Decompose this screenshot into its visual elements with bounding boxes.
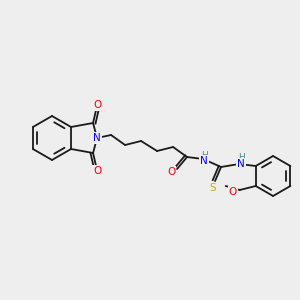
Text: N: N: [237, 159, 245, 169]
Text: H: H: [238, 154, 244, 163]
Text: N: N: [93, 133, 101, 143]
Text: O: O: [93, 166, 101, 176]
Text: N: N: [200, 156, 208, 166]
Text: O: O: [167, 167, 175, 177]
Text: S: S: [210, 183, 216, 193]
Text: H: H: [201, 151, 207, 160]
Text: O: O: [229, 187, 237, 197]
Text: O: O: [93, 100, 101, 110]
